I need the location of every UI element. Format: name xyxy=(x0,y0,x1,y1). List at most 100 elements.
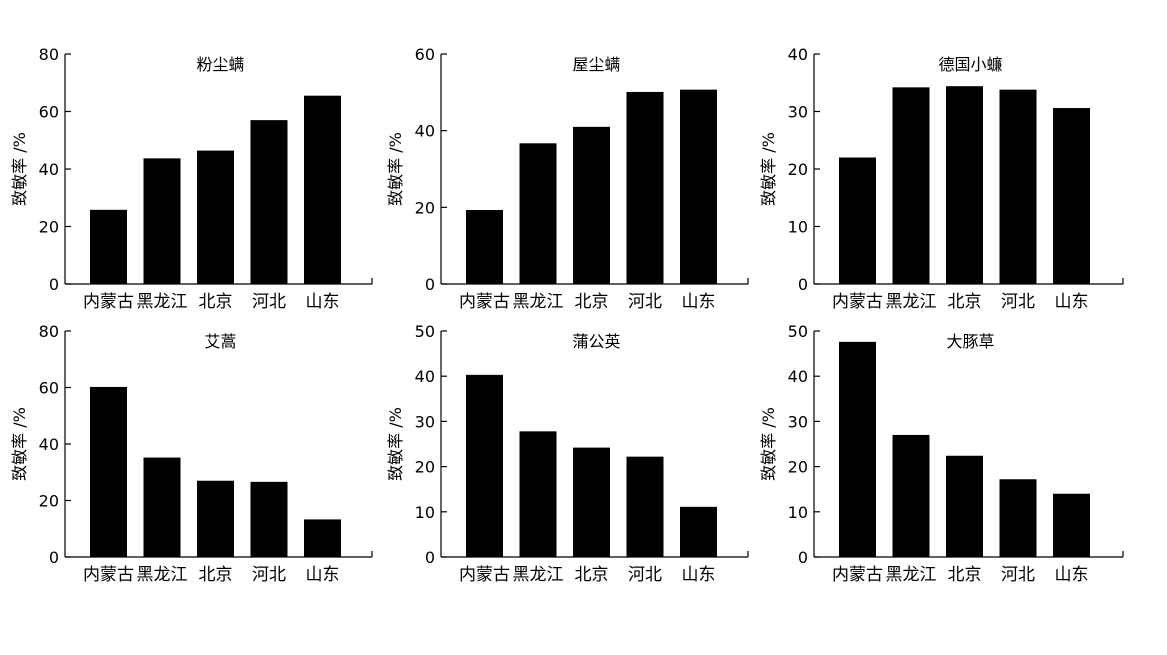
y-axis-label: 致敏率 /% xyxy=(10,132,29,206)
y-tick-label: 0 xyxy=(49,275,59,294)
chart-title: 屋尘螨 xyxy=(572,55,620,74)
y-tick-label: 60 xyxy=(39,103,59,122)
y-axis-label: 致敏率 /% xyxy=(386,132,405,206)
x-tick-label: 河北 xyxy=(628,565,662,585)
chart-title: 德国小蠊 xyxy=(938,55,1002,74)
bar xyxy=(250,120,288,284)
y-tick-label: 10 xyxy=(788,503,808,522)
y-tick-label: 40 xyxy=(39,160,59,179)
x-tick-label: 内蒙古 xyxy=(83,292,134,312)
y-tick-label: 20 xyxy=(39,218,59,237)
x-tick-label: 北京 xyxy=(575,292,609,312)
x-tick-label: 内蒙古 xyxy=(832,292,883,312)
chart-title: 蒲公英 xyxy=(572,332,620,351)
bar xyxy=(466,374,503,557)
x-tick-label: 北京 xyxy=(199,292,233,312)
bar xyxy=(573,447,610,557)
bar xyxy=(90,386,127,557)
x-tick-label: 河北 xyxy=(1001,292,1035,312)
y-tick-label: 80 xyxy=(39,45,59,64)
bar xyxy=(626,91,664,284)
x-tick-label: 黑龙江 xyxy=(513,565,564,585)
x-tick-label: 山东 xyxy=(1055,292,1089,312)
x-tick-label: 内蒙古 xyxy=(83,565,134,585)
bar xyxy=(680,506,717,557)
x-tick-label: 北京 xyxy=(199,565,233,585)
bar xyxy=(519,431,557,557)
x-tick-label: 黑龙江 xyxy=(513,292,564,312)
bar xyxy=(1053,493,1090,557)
x-tick-label: 北京 xyxy=(948,292,982,312)
y-tick-label: 80 xyxy=(39,322,59,341)
bar xyxy=(466,210,503,284)
y-tick-label: 20 xyxy=(39,492,59,511)
bar xyxy=(999,89,1037,285)
bar xyxy=(90,209,127,284)
x-tick-label: 黑龙江 xyxy=(886,565,937,585)
bar xyxy=(680,89,717,285)
x-tick-label: 河北 xyxy=(252,292,286,312)
x-tick-label: 黑龙江 xyxy=(886,292,937,312)
bar xyxy=(197,150,234,284)
y-tick-label: 40 xyxy=(415,122,435,141)
y-axis-label: 致敏率 /% xyxy=(386,407,405,481)
y-tick-label: 40 xyxy=(415,367,435,386)
y-tick-label: 40 xyxy=(788,45,808,64)
y-axis-label: 致敏率 /% xyxy=(759,132,778,206)
bar xyxy=(892,434,930,557)
bar xyxy=(892,87,930,284)
bar xyxy=(1053,108,1090,284)
x-tick-label: 山东 xyxy=(1055,565,1089,585)
y-tick-label: 20 xyxy=(415,198,435,217)
y-tick-label: 60 xyxy=(39,379,59,398)
y-tick-label: 50 xyxy=(415,322,435,341)
bar xyxy=(839,341,876,557)
bar xyxy=(197,480,234,557)
bar xyxy=(519,143,557,284)
y-tick-label: 30 xyxy=(415,412,435,431)
x-tick-label: 河北 xyxy=(252,565,286,585)
bar xyxy=(250,481,288,557)
x-tick-label: 河北 xyxy=(628,292,662,312)
y-tick-label: 0 xyxy=(425,275,435,294)
x-tick-label: 山东 xyxy=(682,565,716,585)
bar xyxy=(946,455,983,557)
x-tick-label: 黑龙江 xyxy=(137,292,188,312)
x-tick-label: 黑龙江 xyxy=(137,565,188,585)
y-tick-label: 10 xyxy=(788,218,808,237)
y-tick-label: 40 xyxy=(39,435,59,454)
y-tick-label: 20 xyxy=(788,458,808,477)
y-tick-label: 0 xyxy=(798,275,808,294)
chart-title: 粉尘螨 xyxy=(196,55,244,74)
x-tick-label: 内蒙古 xyxy=(832,565,883,585)
y-tick-label: 0 xyxy=(425,548,435,567)
y-axis-label: 致敏率 /% xyxy=(759,407,778,481)
bar xyxy=(304,519,341,557)
x-tick-label: 内蒙古 xyxy=(459,565,510,585)
bar xyxy=(946,86,983,284)
chart-title: 大豚草 xyxy=(946,332,994,351)
chart-title: 艾蒿 xyxy=(204,332,236,351)
y-tick-label: 0 xyxy=(49,548,59,567)
x-tick-label: 河北 xyxy=(1001,565,1035,585)
y-tick-label: 50 xyxy=(788,322,808,341)
y-tick-label: 30 xyxy=(788,103,808,122)
y-tick-label: 20 xyxy=(415,458,435,477)
y-tick-label: 20 xyxy=(788,160,808,179)
y-tick-label: 40 xyxy=(788,367,808,386)
bar xyxy=(143,457,181,557)
y-tick-label: 0 xyxy=(798,548,808,567)
x-tick-label: 北京 xyxy=(575,565,609,585)
x-tick-label: 北京 xyxy=(948,565,982,585)
y-axis-label: 致敏率 /% xyxy=(10,407,29,481)
bar xyxy=(573,126,610,284)
x-tick-label: 内蒙古 xyxy=(459,292,510,312)
bar xyxy=(304,95,341,284)
